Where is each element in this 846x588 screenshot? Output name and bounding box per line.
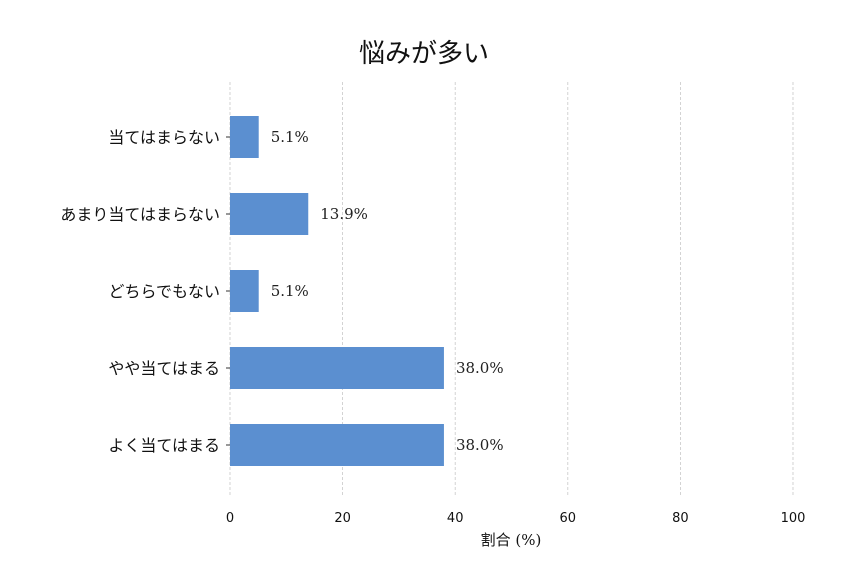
category-label: やや当てはまる [108,359,220,378]
category-label: あまり当てはまらない [60,205,220,224]
data-label: 5.1% [271,282,309,300]
data-label: 13.9% [320,205,368,223]
data-label: 38.0% [456,359,504,377]
bar [230,270,259,312]
x-axis-label: 割合 (%) [481,531,542,549]
data-label: 38.0% [456,436,504,454]
x-tick-label: 60 [560,511,577,526]
bar [230,424,444,466]
x-tick-label: 80 [672,511,689,526]
category-label: よく当てはまる [108,436,220,455]
chart-title: 悩みが多い [359,39,489,69]
data-label: 5.1% [271,128,309,146]
x-tick-label: 20 [334,511,351,526]
bar [230,193,309,235]
x-tick-label: 0 [226,511,234,526]
x-tick-label: 100 [781,511,806,526]
category-label: 当てはまらない [108,128,220,147]
bar [230,116,259,158]
bar [230,347,444,389]
x-tick-label: 40 [447,511,464,526]
category-label: どちらでもない [108,282,220,301]
